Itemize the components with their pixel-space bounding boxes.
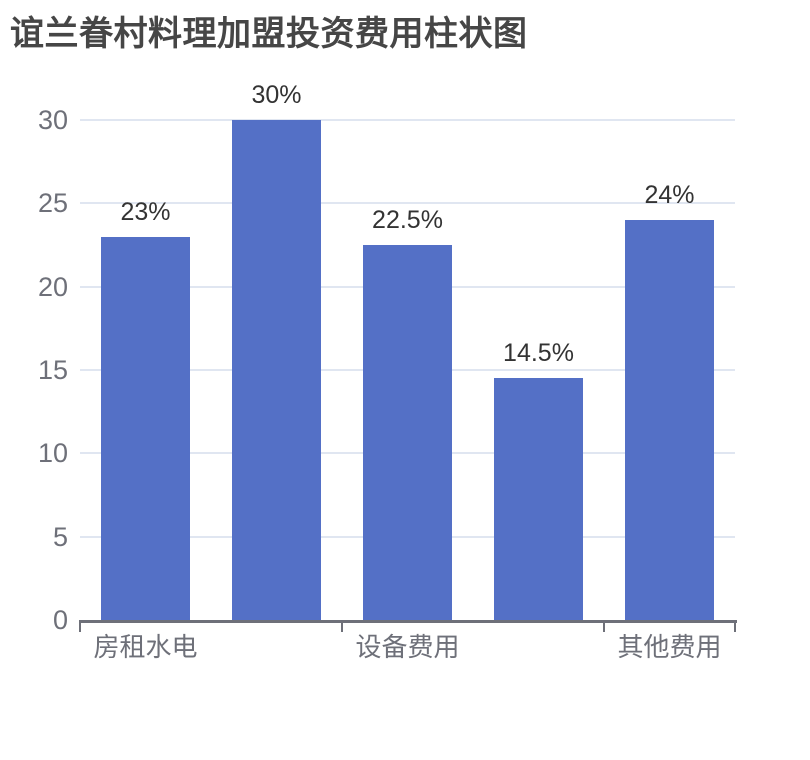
gridline [80,202,735,205]
x-axis-tick [341,623,343,632]
gridline [80,119,735,121]
x-axis-tick [603,623,605,632]
chart-title: 谊兰眷村料理加盟投资费用柱状图 [10,15,528,53]
bar[interactable] [363,245,452,620]
bar[interactable] [625,220,714,620]
x-axis-category-label: 其他费用 [617,632,722,662]
y-axis-tick-label: 20 [37,271,68,302]
y-axis-tick-label: 30 [37,105,68,135]
x-axis-tick [79,623,81,632]
x-axis-category-label: 房租水电 [93,632,198,662]
y-axis-tick-label: 25 [37,188,68,219]
bar[interactable] [232,120,321,620]
y-axis-tick-label: 0 [52,605,68,635]
bar[interactable] [101,236,190,620]
bar-value-label: 24% [644,181,695,209]
x-axis-category-label: 设备费用 [355,632,460,662]
bar-value-label: 22.5% [372,206,443,234]
x-axis-line [79,620,737,623]
bar[interactable] [494,378,583,620]
x-axis-tick [734,623,736,632]
bar-value-label: 30% [251,81,302,109]
bar-value-label: 14.5% [503,339,574,368]
y-axis-tick-label: 15 [37,355,68,385]
y-axis-tick-label: 10 [37,438,68,469]
y-axis-tick-label: 5 [52,521,68,552]
bar-value-label: 23% [120,197,171,226]
